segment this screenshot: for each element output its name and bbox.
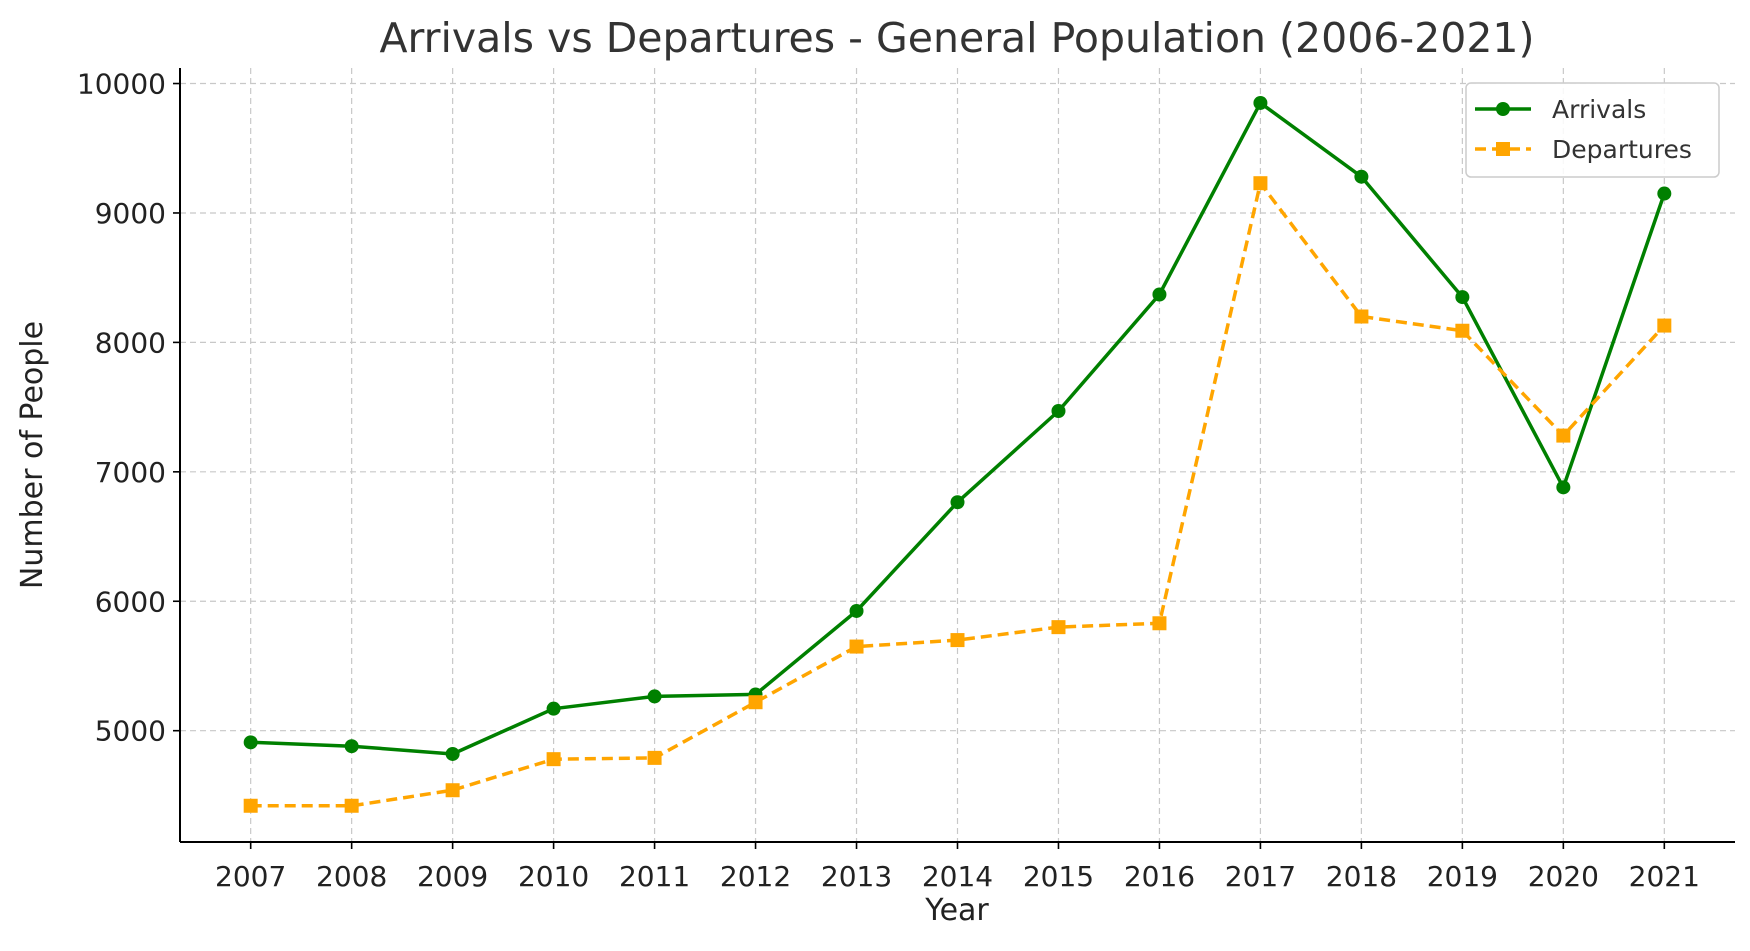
y-tick-label: 5000 (95, 715, 166, 748)
x-tick-label: 2008 (316, 860, 387, 893)
data-point-arrivals (1051, 403, 1066, 418)
y-tick-label: 7000 (95, 456, 166, 489)
data-point-departures (243, 798, 258, 813)
axis-ticks: 2007 2008 2009 2010 2011 2012 2013 2014 2015 2016… (77, 68, 1700, 893)
data-point-arrivals (1354, 169, 1369, 184)
data-point-departures (1354, 309, 1369, 324)
data-point-arrivals (1152, 287, 1167, 302)
data-point-arrivals (1253, 95, 1268, 110)
x-tick-label: 2007 (215, 860, 286, 893)
data-point-departures (1051, 620, 1066, 635)
y-axis-label: Number of People (15, 321, 50, 589)
grid-lines (180, 68, 1735, 842)
y-tick-label: 8000 (95, 326, 166, 359)
x-tick-label: 2012 (720, 860, 791, 893)
legend: Arrivals Departures (1465, 82, 1720, 178)
legend-arrivals-marker (1496, 102, 1510, 116)
data-point-arrivals (1455, 290, 1470, 305)
x-tick-label: 2014 (922, 860, 993, 893)
x-tick-label: 2016 (1124, 860, 1195, 893)
x-tick-label: 2011 (619, 860, 690, 893)
data-point-arrivals (950, 495, 965, 510)
x-tick-label: 2015 (1023, 860, 1094, 893)
data-point-arrivals (647, 689, 662, 704)
data-point-departures (445, 783, 460, 798)
y-tick-label: 6000 (95, 585, 166, 618)
x-axis-label: Year (924, 893, 989, 928)
data-point-arrivals (1657, 186, 1672, 201)
data-point-departures (1152, 616, 1167, 631)
y-tick-label: 9000 (95, 197, 166, 230)
data-point-arrivals (445, 746, 460, 761)
x-tick-label: 2018 (1326, 860, 1397, 893)
data-point-departures (344, 798, 359, 813)
legend-departures-label: Departures (1552, 135, 1692, 164)
legend-departures-marker (1496, 142, 1510, 156)
data-point-departures (1253, 176, 1268, 191)
x-tick-label: 2019 (1427, 860, 1498, 893)
data-point-arrivals (344, 739, 359, 754)
data-point-departures (748, 695, 763, 710)
x-tick-label: 2013 (821, 860, 892, 893)
data-point-departures (1455, 323, 1470, 338)
y-tick-label: 10000 (77, 68, 166, 101)
series-departures (243, 176, 1672, 813)
axes (179, 68, 1735, 843)
x-tick-label: 2010 (518, 860, 589, 893)
data-point-departures (546, 752, 561, 767)
legend-box (1465, 82, 1720, 178)
data-point-departures (849, 639, 864, 654)
data-point-departures (950, 633, 965, 648)
data-point-departures (647, 750, 662, 765)
data-point-departures (1657, 318, 1672, 333)
legend-arrivals-label: Arrivals (1552, 95, 1646, 124)
data-point-arrivals (546, 701, 561, 716)
data-point-arrivals (849, 603, 864, 618)
data-series (243, 95, 1672, 813)
x-tick-label: 2020 (1528, 860, 1599, 893)
data-point-arrivals (1556, 480, 1571, 495)
x-tick-label: 2009 (417, 860, 488, 893)
data-point-arrivals (243, 735, 258, 750)
x-tick-label: 2017 (1225, 860, 1296, 893)
data-point-departures (1556, 428, 1571, 443)
x-tick-label: 2021 (1629, 860, 1700, 893)
chart-title: Arrivals vs Departures - General Populat… (379, 14, 1534, 62)
